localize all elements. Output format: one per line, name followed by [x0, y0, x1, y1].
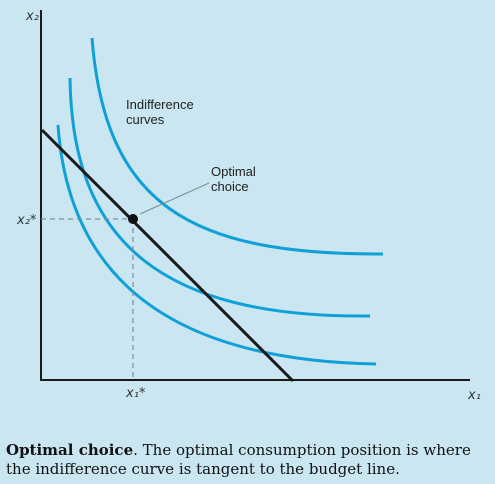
- budget-line: [40, 128, 295, 383]
- indifference-curves-label: Indifference: [126, 97, 194, 112]
- optimal-choice-diagram: x₂ x₁ x₂* x₁* Indifference curves Optima…: [16, 9, 481, 403]
- optimal-choice-pointer: [139, 182, 210, 215]
- x2-star-label: x₂*: [16, 213, 37, 228]
- optimal-choice-label-line2: choice: [211, 179, 249, 194]
- x1-star-label: x₁*: [125, 386, 146, 401]
- indifference-curve-low: [56, 124, 377, 366]
- optimal-choice-label: Optimal: [211, 164, 256, 179]
- figure-caption: Optimal choice. The optimal consumption …: [6, 441, 492, 479]
- indifference-curve-high: [90, 37, 384, 256]
- indifference-curve-middle: [68, 77, 371, 318]
- x-axis-label: x₁: [467, 388, 481, 403]
- y-axis-label: x₂: [25, 9, 39, 24]
- optimal-point: [128, 214, 138, 224]
- caption-text: . The optimal consumption position is wh…: [6, 441, 471, 478]
- caption-title: Optimal choice: [6, 441, 134, 459]
- indifference-curves-label-line2: curves: [126, 112, 165, 127]
